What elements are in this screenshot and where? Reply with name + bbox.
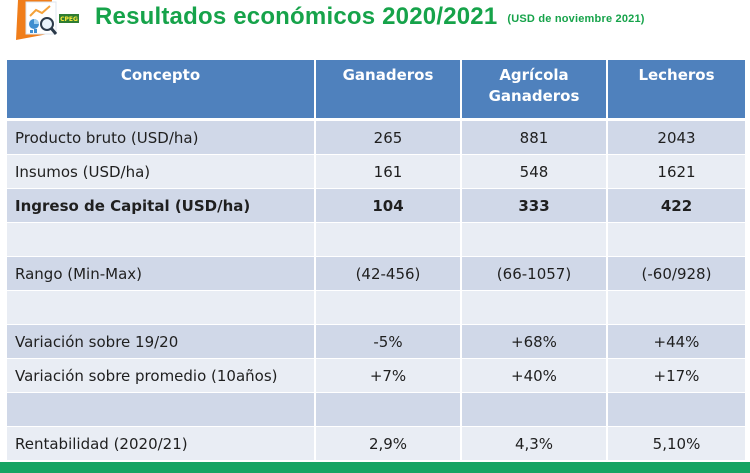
table-row-variacion-promedio: Variación sobre promedio (10años) +7% +4…: [7, 358, 745, 393]
table-row-spacer: [7, 222, 745, 257]
cell-agricola: 333: [461, 188, 608, 223]
cell-concepto: Insumos (USD/ha): [7, 154, 316, 189]
cell-ganaderos: +7%: [315, 358, 462, 393]
cell-concepto: [7, 290, 316, 325]
cell-agricola: [461, 392, 608, 427]
cell-ganaderos: (42-456): [315, 256, 462, 291]
cell-ganaderos: 2,9%: [315, 426, 462, 461]
cell-concepto: Rango (Min-Max): [7, 256, 316, 291]
cell-ganaderos: [315, 222, 462, 257]
cell-agricola: 881: [461, 119, 608, 155]
cell-ganaderos: [315, 290, 462, 325]
cell-agricola: 4,3%: [461, 426, 608, 461]
table-row-insumos: Insumos (USD/ha) 161 548 1621: [7, 154, 745, 189]
cell-agricola: (66-1057): [461, 256, 608, 291]
table-row-rentabilidad: Rentabilidad (2020/21) 2,9% 4,3% 5,10%: [7, 426, 745, 461]
cell-concepto: Producto bruto (USD/ha): [7, 119, 316, 155]
cell-lecheros: [607, 290, 745, 325]
cell-concepto: Ingreso de Capital (USD/ha): [7, 188, 316, 223]
cell-lecheros: 5,10%: [607, 426, 745, 461]
cell-ganaderos: [315, 392, 462, 427]
table-row-spacer: [7, 392, 745, 427]
cell-lecheros: [607, 392, 745, 427]
table-row-variacion-19-20: Variación sobre 19/20 -5% +68% +44%: [7, 324, 745, 359]
cell-concepto: Rentabilidad (2020/21): [7, 426, 316, 461]
cell-lecheros: +17%: [607, 358, 745, 393]
svg-text:CPEG: CPEG: [60, 16, 78, 23]
table-row-rango: Rango (Min-Max) (42-456) (66-1057) (-60/…: [7, 256, 745, 291]
cell-agricola: [461, 290, 608, 325]
table-row-ingreso-capital: Ingreso de Capital (USD/ha) 104 333 422: [7, 188, 745, 223]
cell-lecheros: 2043: [607, 119, 745, 155]
cell-ganaderos: 265: [315, 119, 462, 155]
column-header-agricola-ganaderos: Agrícola Ganaderos: [461, 60, 608, 121]
cell-concepto: [7, 222, 316, 257]
footer-green-bar: [0, 462, 750, 473]
cell-ganaderos: -5%: [315, 324, 462, 359]
cell-ganaderos: 104: [315, 188, 462, 223]
cell-agricola: [461, 222, 608, 257]
cell-lecheros: [607, 222, 745, 257]
table-row-spacer: [7, 290, 745, 325]
cell-ganaderos: 161: [315, 154, 462, 189]
column-header-concepto: Concepto: [7, 60, 316, 121]
page-title: Resultados económicos 2020/2021 (USD de n…: [95, 3, 645, 31]
report-logo-icon: CPEG: [12, 0, 90, 44]
cell-lecheros: 422: [607, 188, 745, 223]
cell-agricola: 548: [461, 154, 608, 189]
cell-lecheros: +44%: [607, 324, 745, 359]
title-subtitle: (USD de noviembre 2021): [507, 13, 645, 25]
results-table: Concepto Ganaderos Agrícola Ganaderos Le…: [7, 60, 745, 461]
column-header-ganaderos: Ganaderos: [315, 60, 462, 121]
title-text: Resultados económicos 2020/2021: [95, 3, 498, 30]
cell-agricola: +68%: [461, 324, 608, 359]
table-row-producto-bruto: Producto bruto (USD/ha) 265 881 2043: [7, 119, 745, 155]
cell-agricola: +40%: [461, 358, 608, 393]
cell-concepto: Variación sobre 19/20: [7, 324, 316, 359]
cell-lecheros: 1621: [607, 154, 745, 189]
table-header-row: Concepto Ganaderos Agrícola Ganaderos Le…: [7, 60, 745, 121]
cell-lecheros: (-60/928): [607, 256, 745, 291]
cell-concepto: [7, 392, 316, 427]
cell-concepto: Variación sobre promedio (10años): [7, 358, 316, 393]
column-header-lecheros: Lecheros: [607, 60, 745, 121]
